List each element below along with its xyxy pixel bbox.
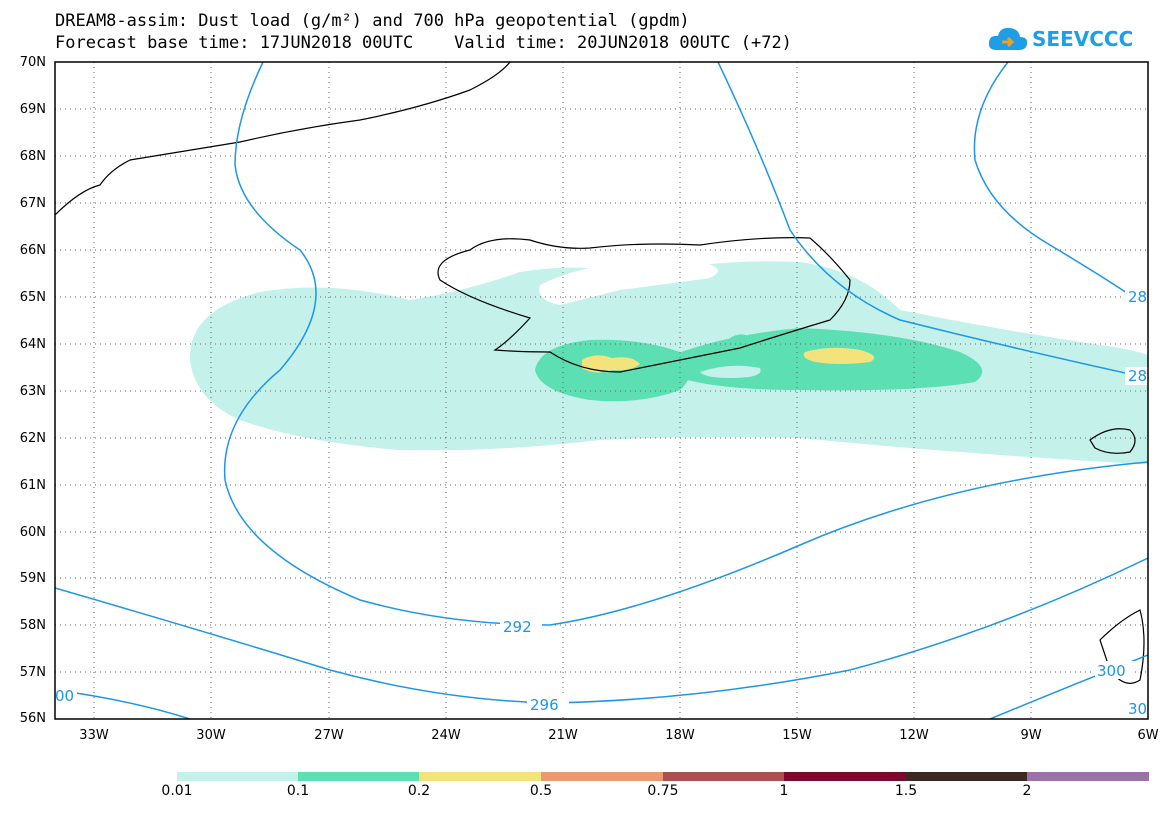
lat-label: 59N	[19, 571, 46, 586]
map-frame	[54, 61, 1149, 720]
lon-label: 6W	[1137, 728, 1159, 743]
contour-label-28b: 28	[1128, 367, 1147, 385]
lat-label: 70N	[19, 55, 46, 70]
lon-label: 15W	[782, 728, 812, 743]
colorbar-label: 2	[1022, 783, 1032, 799]
lat-label: 61N	[19, 478, 46, 493]
contour-label-00: 00	[55, 687, 74, 705]
colorbar-label: 0.5	[529, 783, 553, 799]
colorbar-label: 0.01	[161, 783, 193, 799]
contour-label-28a: 28	[1128, 288, 1147, 306]
colorbar-swatch	[177, 772, 298, 781]
dust-region-02-b	[803, 347, 875, 364]
lat-label: 65N	[19, 290, 46, 305]
colorbar-label: 0.75	[647, 783, 679, 799]
lat-label: 67N	[19, 196, 46, 211]
lon-label: 9W	[1020, 728, 1042, 743]
logo-text: SEEVCCC	[1032, 27, 1134, 51]
lon-label: 24W	[431, 728, 461, 743]
contour-label-292: 292	[503, 618, 532, 636]
colorbar-label: 1.5	[894, 783, 918, 799]
lat-label: 56N	[19, 711, 46, 726]
colorbar-label: 0.1	[286, 783, 310, 799]
chart-title-line2: Forecast base time: 17JUN2018 00UTC Vali…	[55, 33, 792, 53]
colorbar-swatch	[298, 772, 419, 781]
contour-label-296: 296	[530, 696, 559, 714]
contour-label-30: 30	[1128, 700, 1147, 718]
chart-title-line1: DREAM8-assim: Dust load (g/m²) and 700 h…	[55, 11, 690, 31]
dust-region-02-a	[582, 355, 640, 373]
seevccc-logo: SEEVCCC	[988, 22, 1133, 56]
lon-label: 27W	[314, 728, 344, 743]
lon-label: 21W	[548, 728, 578, 743]
lat-label: 69N	[19, 102, 46, 117]
lat-label: 68N	[19, 149, 46, 164]
lon-label: 33W	[79, 728, 109, 743]
colorbar-label: 1	[779, 783, 789, 799]
lon-label: 18W	[665, 728, 695, 743]
colorbar-swatch	[1027, 772, 1149, 781]
lat-label: 64N	[19, 337, 46, 352]
lat-label: 62N	[19, 431, 46, 446]
cloud-icon	[988, 27, 1028, 50]
lat-label: 58N	[19, 618, 46, 633]
lat-label: 66N	[19, 243, 46, 258]
lon-label: 12W	[899, 728, 929, 743]
lat-label: 63N	[19, 384, 46, 399]
colorbar-swatch	[419, 772, 541, 781]
colorbar-swatch	[784, 772, 906, 781]
colorbar-swatch	[906, 772, 1027, 781]
graticule	[55, 62, 1148, 719]
coastlines	[55, 62, 1145, 684]
lon-label: 30W	[196, 728, 226, 743]
contour-label-300: 300	[1097, 662, 1126, 680]
colorbar-swatch	[663, 772, 784, 781]
lat-label: 57N	[19, 665, 46, 680]
lat-label: 60N	[19, 525, 46, 540]
colorbar-swatch	[541, 772, 663, 781]
colorbar	[177, 772, 1149, 781]
colorbar-label: 0.2	[407, 783, 431, 799]
dust-region-01-west	[535, 339, 690, 402]
